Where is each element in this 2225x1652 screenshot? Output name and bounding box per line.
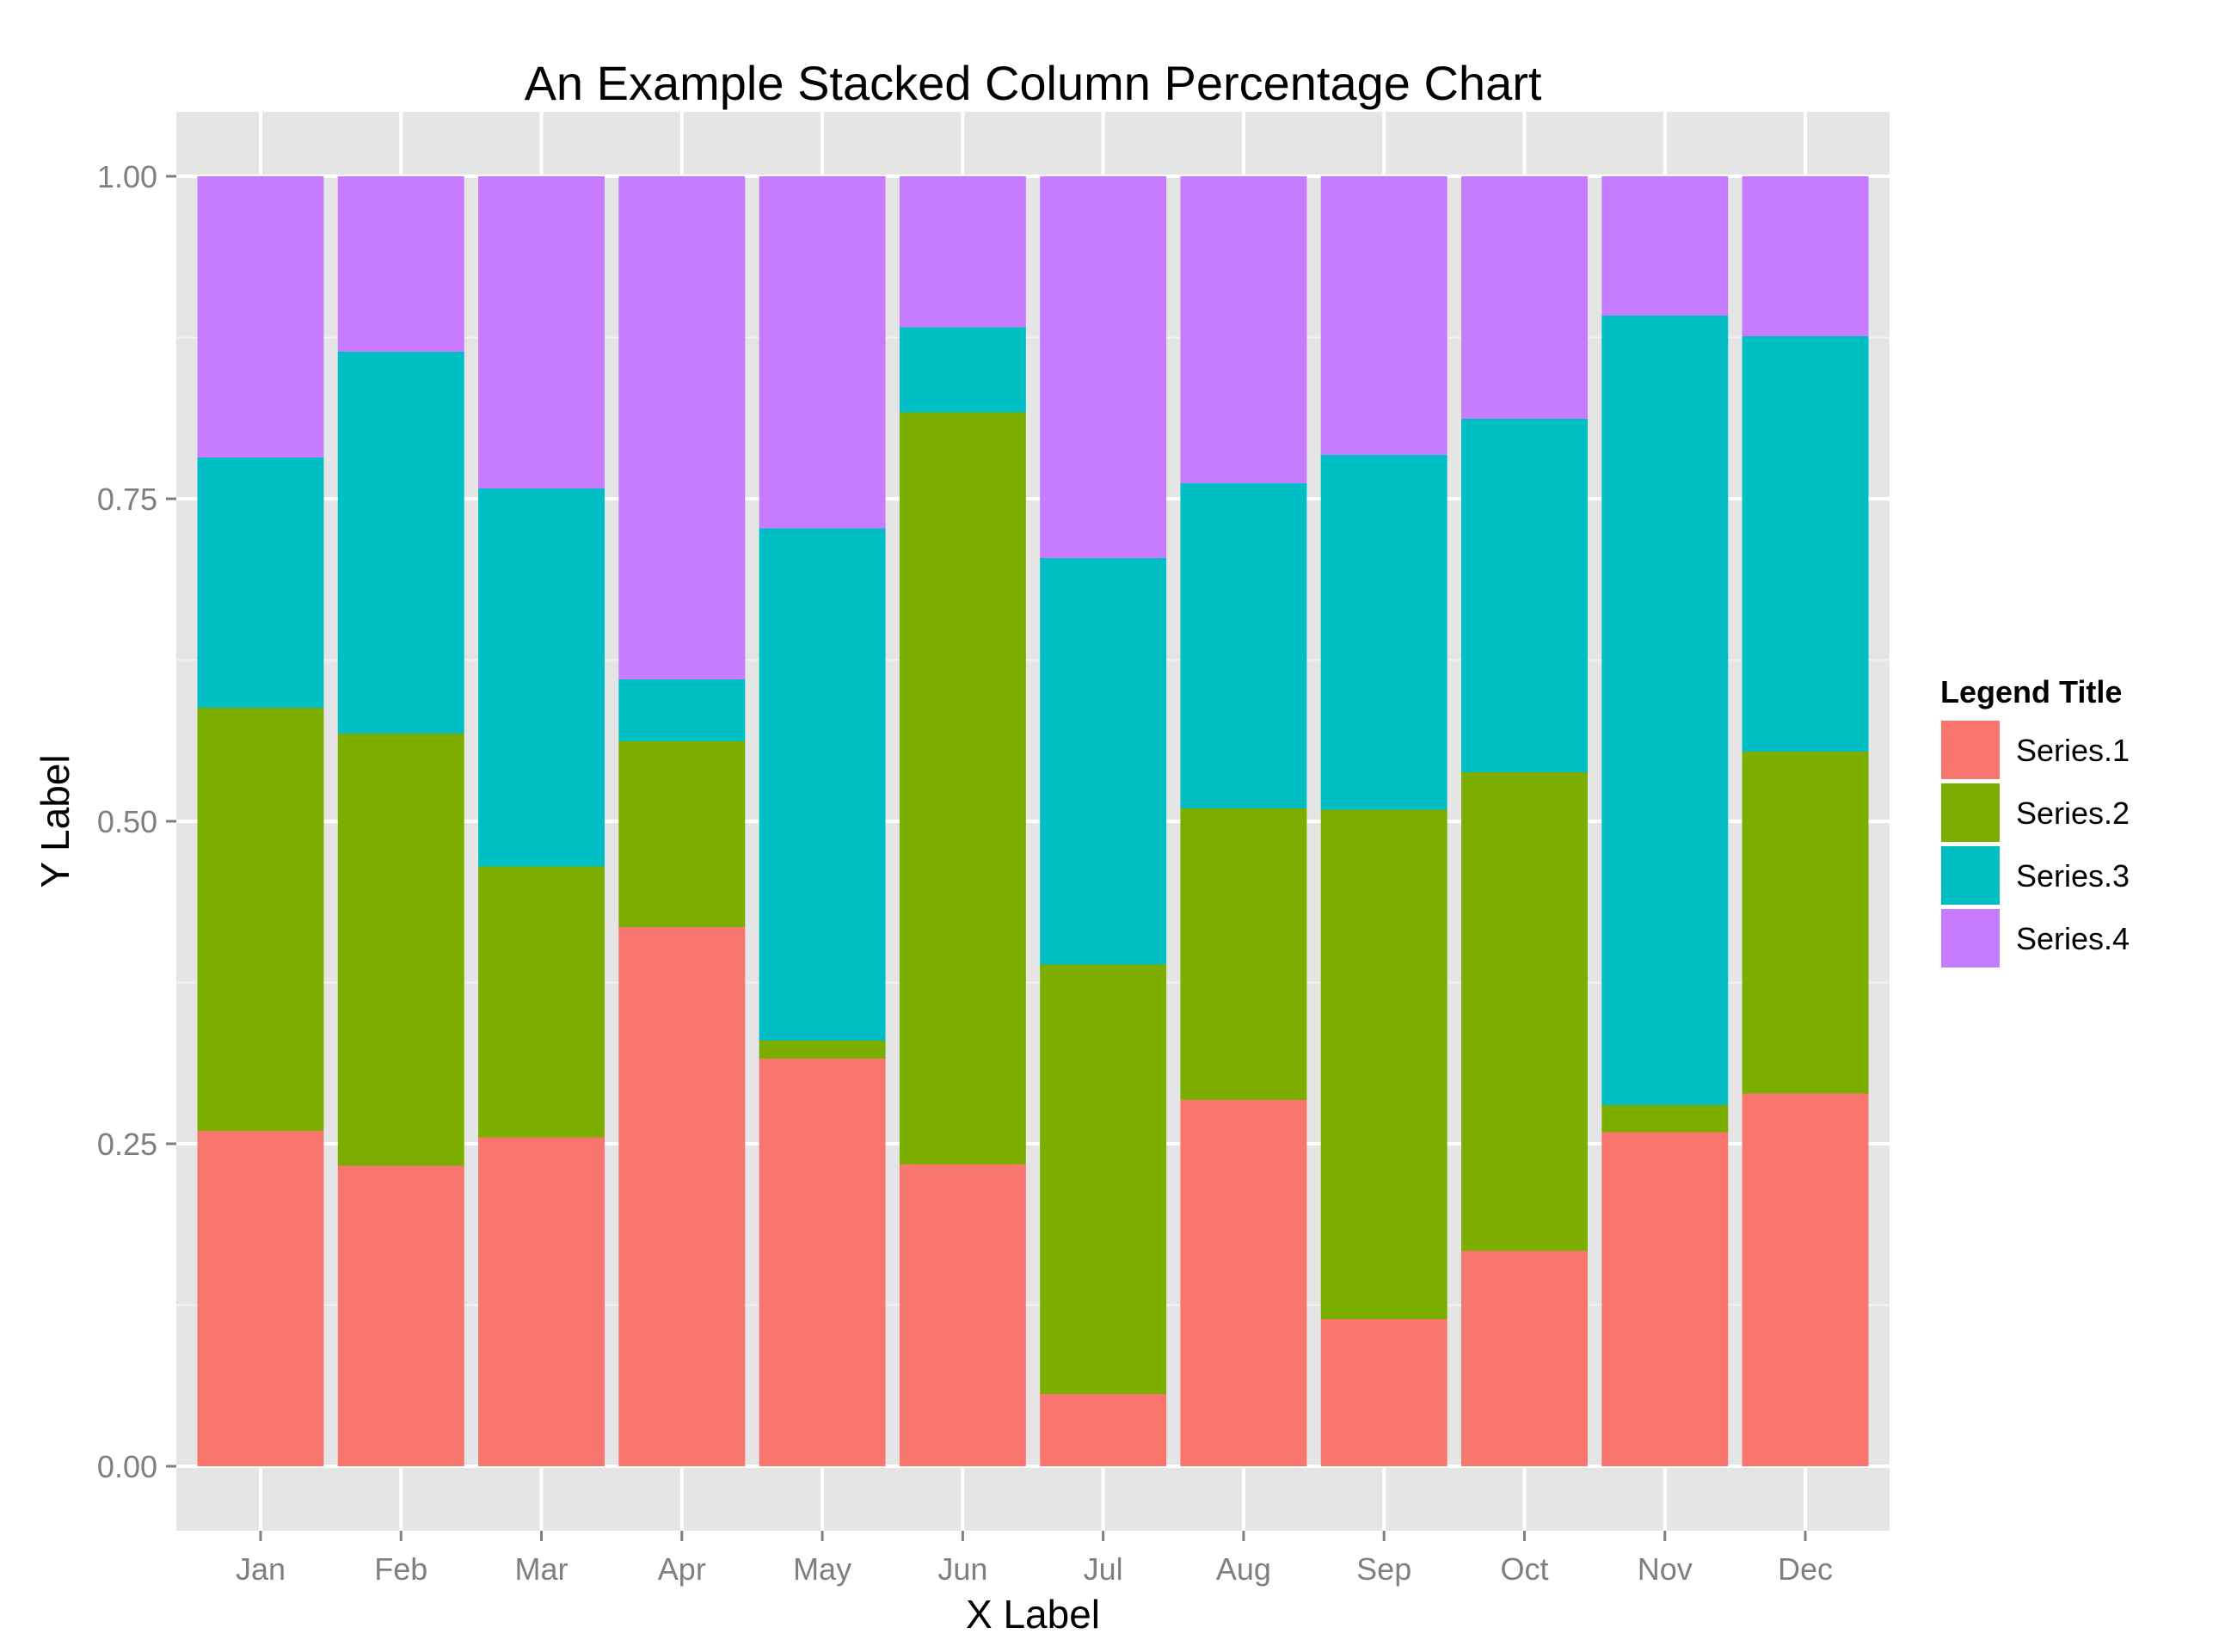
x-tick-label: Apr <box>658 1551 706 1587</box>
x-tick-label: Nov <box>1638 1551 1693 1587</box>
x-axis-label: X Label <box>966 1592 1100 1637</box>
x-tick-label: Dec <box>1778 1551 1833 1587</box>
bar-segment <box>759 1041 886 1059</box>
bar-segment <box>337 734 464 1166</box>
y-tick-label: 0.75 <box>97 482 157 517</box>
bar-segment <box>1180 483 1307 808</box>
bar-segment <box>618 741 746 927</box>
bar-segment <box>1742 1093 1869 1466</box>
bar-segment <box>1601 176 1729 316</box>
x-tick-label: Jan <box>236 1551 286 1587</box>
legend-key <box>1939 719 2001 781</box>
bar-segment <box>1180 808 1307 1100</box>
bar-segment <box>899 412 1026 1164</box>
bar-segment <box>337 176 464 352</box>
legend-label: Series.3 <box>2016 858 2130 894</box>
bar-segment <box>759 1059 886 1466</box>
bar-segment <box>899 327 1026 413</box>
bar-segment <box>1461 419 1588 772</box>
bar-segment <box>1461 1250 1588 1466</box>
x-tick-label: May <box>793 1551 851 1587</box>
legend-key <box>1939 782 2001 844</box>
bar-segment <box>1742 176 1869 336</box>
x-tick-label: Mar <box>515 1551 569 1587</box>
bar-segment <box>618 679 746 741</box>
bar-segment <box>337 352 464 734</box>
bar-segment <box>1320 809 1447 1319</box>
bars <box>197 176 1869 1466</box>
y-tick-label: 0.25 <box>97 1127 157 1162</box>
bar-segment <box>197 176 324 458</box>
bar-segment <box>1742 336 1869 752</box>
x-tick-label: Aug <box>1216 1551 1271 1587</box>
bar-segment <box>1461 176 1588 419</box>
bar-segment <box>1040 964 1167 1394</box>
y-axis: 0.00 0.25 0.50 0.75 1.00 <box>97 159 176 1484</box>
bar-segment <box>478 1137 605 1466</box>
legend-label: Series.2 <box>2016 795 2130 831</box>
bar-segment <box>337 1165 464 1466</box>
y-tick-label: 0.50 <box>97 804 157 839</box>
bar-segment <box>759 528 886 1041</box>
legend-title: Legend Title <box>1940 674 2122 709</box>
bar-segment <box>1320 176 1447 455</box>
x-axis: Jan Feb Mar Apr May Jun Jul Aug Sep Oct Nov Dec <box>236 1531 1833 1587</box>
legend-items: Series.1 Series.2 Series.3 Series.4 <box>1939 719 2130 969</box>
bar-segment <box>618 927 746 1466</box>
y-axis-label: Y Label <box>33 754 77 887</box>
bar-segment <box>1601 1105 1729 1133</box>
legend-label: Series.4 <box>2016 921 2130 956</box>
bar-segment <box>899 1164 1026 1466</box>
bar-segment <box>1040 176 1167 558</box>
bar-segment <box>197 458 324 708</box>
x-tick-label: Jul <box>1084 1551 1123 1587</box>
legend: Legend Title Series.1Series.2Series.3Ser… <box>1939 674 2130 969</box>
bar-segment <box>1461 772 1588 1251</box>
x-tick-label: Jun <box>937 1551 987 1587</box>
bar-segment <box>1180 176 1307 483</box>
legend-key <box>1939 907 2001 969</box>
bar-segment <box>1601 316 1729 1105</box>
x-tick-label: Sep <box>1356 1551 1411 1587</box>
bar-segment <box>618 176 746 679</box>
legend-label: Series.1 <box>2016 733 2130 768</box>
bar-segment <box>478 176 605 488</box>
bar-segment <box>478 866 605 1138</box>
bar-segment <box>1040 558 1167 965</box>
bar-segment <box>197 1131 324 1466</box>
bar-segment <box>1180 1100 1307 1466</box>
bar-segment <box>759 176 886 529</box>
bar-segment <box>1040 1394 1167 1466</box>
y-tick-label: 1.00 <box>97 159 157 194</box>
chart-title: An Example Stacked Column Percentage Cha… <box>525 56 1542 110</box>
legend-key <box>1939 844 2001 906</box>
bar-segment <box>197 708 324 1131</box>
bar-segment <box>1601 1132 1729 1466</box>
y-tick-label: 0.00 <box>97 1449 157 1484</box>
x-tick-label: Feb <box>374 1551 427 1587</box>
bar-segment <box>478 488 605 867</box>
bar-segment <box>1320 1319 1447 1466</box>
x-tick-label: Oct <box>1500 1551 1548 1587</box>
bar-segment <box>899 176 1026 328</box>
bar-segment <box>1320 455 1447 810</box>
bar-segment <box>1742 752 1869 1094</box>
